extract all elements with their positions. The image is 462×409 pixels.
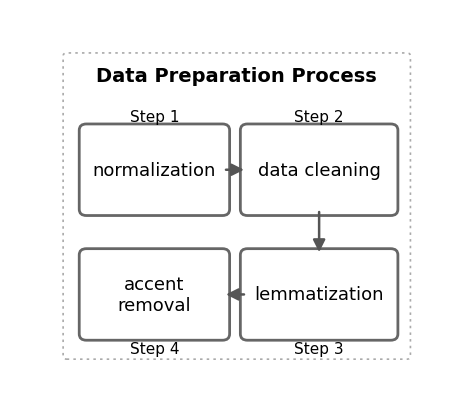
Text: Step 1: Step 1 bbox=[130, 109, 179, 124]
Text: Step 4: Step 4 bbox=[130, 341, 179, 356]
Text: lemmatization: lemmatization bbox=[255, 286, 384, 304]
Text: Step 2: Step 2 bbox=[294, 109, 344, 124]
Text: data cleaning: data cleaning bbox=[258, 161, 381, 179]
Text: normalization: normalization bbox=[93, 161, 216, 179]
Text: Step 3: Step 3 bbox=[294, 341, 344, 356]
FancyBboxPatch shape bbox=[240, 249, 398, 340]
Text: accent
removal: accent removal bbox=[118, 275, 191, 314]
FancyBboxPatch shape bbox=[79, 249, 230, 340]
FancyBboxPatch shape bbox=[79, 125, 230, 216]
FancyBboxPatch shape bbox=[240, 125, 398, 216]
Text: Data Preparation Process: Data Preparation Process bbox=[97, 66, 377, 85]
